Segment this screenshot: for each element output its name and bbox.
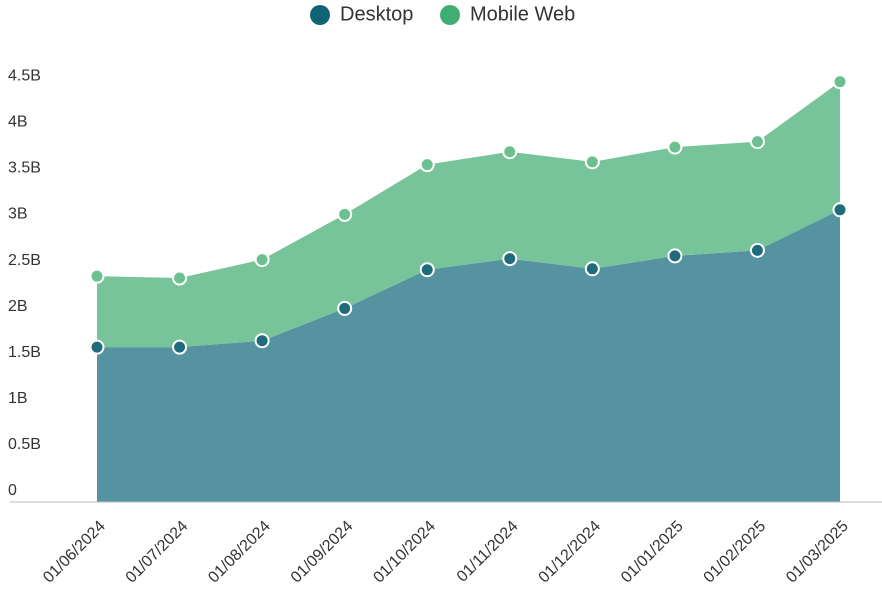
x-tick-label: 01/10/2024 [370, 518, 439, 587]
point [667, 139, 683, 155]
point [584, 261, 600, 277]
x-tick-label: 01/06/2024 [40, 518, 109, 587]
y-tick-label: 1.5B [8, 344, 41, 361]
x-tick-label: 01/02/2025 [701, 518, 770, 587]
y-tick-label: 4B [8, 114, 28, 131]
legend-swatch [310, 5, 330, 25]
point [832, 74, 848, 90]
x-tick-label: 01/08/2024 [205, 518, 274, 587]
point [667, 248, 683, 264]
point [419, 262, 435, 278]
point [337, 206, 353, 222]
point [254, 333, 270, 349]
point [502, 144, 518, 160]
point [749, 242, 765, 258]
legend-label: Desktop [340, 3, 413, 25]
y-tick-label: 0.5B [8, 436, 41, 453]
x-tick-label: 01/12/2024 [536, 518, 605, 587]
point [749, 134, 765, 150]
legend-label: Mobile Web [470, 3, 575, 25]
x-tick-label: 01/03/2025 [783, 518, 852, 587]
point [89, 268, 105, 284]
point [419, 157, 435, 173]
y-tick-label: 0 [8, 482, 17, 499]
point [832, 202, 848, 218]
y-tick-label: 3B [8, 206, 28, 223]
x-tick-label: 01/09/2024 [288, 518, 357, 587]
point [337, 300, 353, 316]
y-tick-label: 2B [8, 298, 28, 315]
x-tick-label: 01/11/2024 [454, 518, 522, 586]
point [172, 270, 188, 286]
point [172, 339, 188, 355]
area [97, 81, 840, 348]
point [584, 154, 600, 170]
x-tick-label: 01/07/2024 [123, 518, 192, 587]
y-tick-label: 4.5B [8, 67, 41, 84]
point [502, 251, 518, 267]
legend-swatch [440, 5, 460, 25]
y-tick-label: 1B [8, 390, 28, 407]
x-tick-label: 01/01/2025 [618, 518, 687, 587]
area [97, 209, 840, 502]
y-tick-label: 3.5B [8, 160, 41, 177]
point [89, 339, 105, 355]
point [254, 252, 270, 268]
y-tick-label: 2.5B [8, 252, 41, 269]
